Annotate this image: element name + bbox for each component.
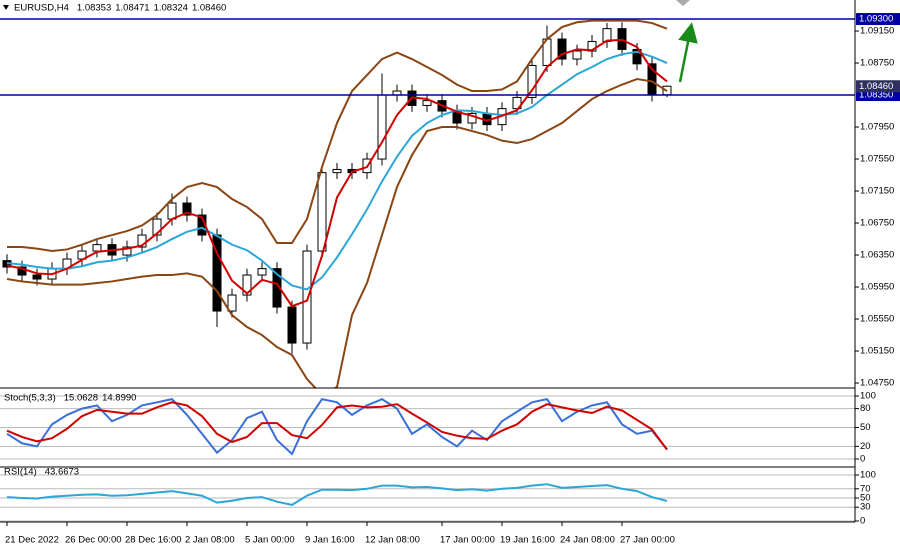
panel-title: Stoch(5,3,3) xyxy=(4,393,56,404)
last-price-bg xyxy=(856,80,900,93)
y-tick-label: 100 xyxy=(860,391,876,402)
y-tick-label: 30 xyxy=(860,502,871,513)
y-tick-label: 1.07550 xyxy=(860,154,894,165)
y-tick-label: 50 xyxy=(860,493,871,504)
y-tick-label: 1.09150 xyxy=(860,26,894,37)
candle-body xyxy=(182,202,192,216)
indicator-line xyxy=(6,50,668,291)
header-value: 1.08353 xyxy=(77,3,111,14)
candle-body xyxy=(92,244,102,252)
x-tick-label: 2 Jan 08:00 xyxy=(185,535,235,546)
candle-body xyxy=(257,268,267,276)
y-tick-label: 50 xyxy=(860,422,871,433)
x-tick-label: 24 Jan 08:00 xyxy=(560,535,615,546)
y-tick-label: 1.05550 xyxy=(860,314,894,325)
candle-body xyxy=(422,100,432,106)
menu-triangle xyxy=(3,5,9,10)
candle-body xyxy=(527,64,537,98)
gray-arrow xyxy=(676,0,690,6)
indicator-line xyxy=(6,38,668,308)
candle-body xyxy=(317,172,327,252)
candle-body xyxy=(122,246,132,256)
y-tick-label: 1.06350 xyxy=(860,250,894,261)
candle-body xyxy=(167,202,177,220)
candle-body xyxy=(377,94,387,160)
header-value: 1.08324 xyxy=(154,3,188,14)
candle-body xyxy=(557,38,567,60)
candle-body xyxy=(467,112,477,124)
x-tick-label: 27 Jan 00:00 xyxy=(620,535,675,546)
x-tick-label: 5 Jan 00:00 xyxy=(245,535,295,546)
indicator-line xyxy=(6,78,668,388)
x-tick-label: 17 Jan 00:00 xyxy=(440,535,495,546)
last-price-label: 1.08460 xyxy=(859,81,893,92)
candle-body xyxy=(17,266,27,276)
candle-body xyxy=(32,274,42,280)
header-value: 1.08460 xyxy=(192,3,226,14)
panel-title: EURUSD,H4 xyxy=(14,3,69,14)
indicator-line xyxy=(7,19,668,253)
panel xyxy=(0,474,855,522)
x-tick-label: 12 Jan 08:00 xyxy=(365,535,420,546)
panel-title: RSI(14) xyxy=(4,467,37,478)
y-tick-label: 1.05150 xyxy=(860,346,894,357)
green-arrow xyxy=(678,22,698,83)
y-tick-label: 1.07950 xyxy=(860,122,894,133)
plot-layers xyxy=(0,19,855,522)
candle-body xyxy=(272,268,282,308)
y-tick-label: 1.06750 xyxy=(860,218,894,229)
panel xyxy=(0,395,855,460)
indicator-line xyxy=(6,398,668,456)
candle-body xyxy=(227,294,237,312)
y-tick-label: 1.07150 xyxy=(860,186,894,197)
candle-body xyxy=(287,306,297,344)
x-tick-label: 21 Dec 2022 xyxy=(5,535,59,546)
indicator-line xyxy=(6,483,668,506)
y-tick-label: 70 xyxy=(860,483,871,494)
price-label: 1.09300 xyxy=(859,14,893,25)
candle-body xyxy=(302,250,312,344)
x-tick-label: 26 Dec 00:00 xyxy=(65,535,122,546)
header-value: 43.6673 xyxy=(45,467,79,478)
y-tick-label: 1.05950 xyxy=(860,282,894,293)
y-tick-label: 0 xyxy=(860,516,865,527)
y-tick-label: 80 xyxy=(860,403,871,414)
y-tick-label: 1.04750 xyxy=(860,378,894,389)
candle-body xyxy=(632,48,642,65)
indicator-line xyxy=(6,401,668,451)
y-tick-label: 20 xyxy=(860,441,871,452)
header-value: 15.0628 xyxy=(64,393,98,404)
panel xyxy=(2,19,672,388)
x-tick-label: 9 Jan 16:00 xyxy=(305,535,355,546)
y-tick-label: 1.08750 xyxy=(860,58,894,69)
candle-body xyxy=(332,168,342,174)
y-tick-label: 0 xyxy=(860,454,865,465)
price-label: 1.08350 xyxy=(859,90,893,101)
y-tick-label: 100 xyxy=(860,470,876,481)
price-label-bg xyxy=(856,13,900,26)
candle-body xyxy=(152,218,162,236)
candle-body xyxy=(572,50,582,60)
candle-body xyxy=(242,274,252,296)
header-value: 1.08471 xyxy=(115,3,149,14)
x-tick-label: 19 Jan 16:00 xyxy=(500,535,555,546)
header-value: 14.8990 xyxy=(102,393,136,404)
x-tick-label: 28 Dec 16:00 xyxy=(125,535,182,546)
